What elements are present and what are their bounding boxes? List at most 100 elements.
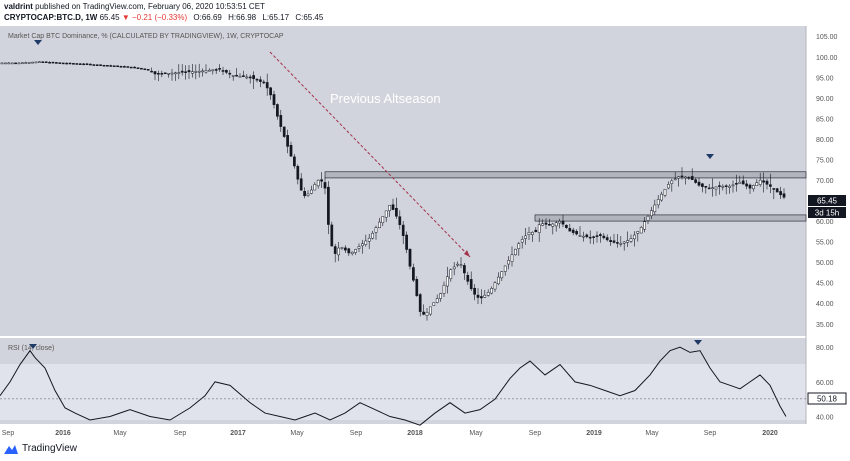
marker-arrow-icon xyxy=(706,154,714,159)
candle-body xyxy=(480,296,483,299)
candle-body xyxy=(340,247,344,249)
x-tick-label: 2017 xyxy=(230,430,246,437)
candle-body xyxy=(697,181,701,186)
candle-body xyxy=(75,63,79,65)
candle-body xyxy=(354,249,357,253)
candle-body xyxy=(422,311,425,315)
candle-body xyxy=(119,66,123,68)
published-text: published on TradingView.com, February 0… xyxy=(35,2,265,11)
candle-body xyxy=(704,185,708,188)
candle-body xyxy=(456,263,459,266)
candle-body xyxy=(582,235,585,238)
candle-body xyxy=(629,238,633,242)
candle-body xyxy=(344,247,347,251)
candle-body xyxy=(123,66,126,68)
candle-body xyxy=(748,184,752,189)
candle-body xyxy=(510,254,514,262)
candle-body xyxy=(595,235,599,237)
down-arrow-icon: ▼ xyxy=(121,13,130,22)
candle-body xyxy=(201,70,204,73)
candle-body xyxy=(415,279,419,296)
x-tick-label: Sep xyxy=(174,430,187,437)
candle-body xyxy=(636,231,640,234)
candle-body xyxy=(439,293,442,299)
candle-body xyxy=(775,188,779,193)
candle-body xyxy=(194,71,198,73)
candle-body xyxy=(707,187,711,190)
candle-body xyxy=(330,224,334,247)
candle-body xyxy=(486,292,490,296)
candle-body xyxy=(405,234,408,250)
candle-body xyxy=(381,216,385,223)
candle-body xyxy=(442,284,446,294)
footer-brand-text: TradingView xyxy=(22,443,78,454)
candle-body xyxy=(408,248,412,267)
zone-0 xyxy=(324,171,807,179)
candle-body xyxy=(367,237,371,242)
zone-1 xyxy=(534,214,807,222)
last-price: 65.45 xyxy=(99,13,120,22)
candle-body xyxy=(174,72,177,75)
candle-body xyxy=(558,220,561,224)
candle-body xyxy=(327,186,330,225)
candle-body xyxy=(514,248,517,256)
candle-body xyxy=(537,224,541,233)
author[interactable]: valdrint xyxy=(4,2,33,11)
candle-body xyxy=(551,223,555,227)
y-tick-label: 60.00 xyxy=(816,219,834,226)
x-tick-label: May xyxy=(290,430,304,437)
y-tick-label: 50.00 xyxy=(816,260,834,267)
y-tick-label: 90.00 xyxy=(816,96,834,103)
candle-body xyxy=(197,70,201,73)
y-tick-label: 70.00 xyxy=(816,178,834,185)
low-value: 65.17 xyxy=(269,13,290,22)
y-tick-label: 40.00 xyxy=(816,301,834,308)
candle-body xyxy=(432,302,436,306)
marker-arrow-icon xyxy=(34,40,42,45)
candle-body xyxy=(112,65,116,67)
candle-body xyxy=(765,180,769,185)
chart-area[interactable]: Market Cap BTC Dominance, % (CALCULATED … xyxy=(0,26,850,440)
candle-body xyxy=(55,62,58,64)
candle-body xyxy=(214,69,218,71)
candle-body xyxy=(395,207,398,217)
x-tick-label: Sep xyxy=(704,430,717,437)
candle-body xyxy=(520,239,524,243)
candle-body xyxy=(738,181,742,184)
marker-arrow-icon xyxy=(29,344,37,349)
candle-body xyxy=(99,64,102,66)
candle-body xyxy=(497,276,500,285)
candle-body xyxy=(204,70,208,73)
main-title: Market Cap BTC Dominance, % (CALCULATED … xyxy=(8,33,284,40)
candle-body xyxy=(259,79,262,82)
footer-brand[interactable]: TradingView xyxy=(4,443,77,454)
candle-body xyxy=(779,191,782,196)
candle-body xyxy=(469,279,473,290)
candle-body xyxy=(160,73,164,75)
candle-body xyxy=(571,229,575,233)
candle-body xyxy=(218,68,221,70)
x-tick-label: 2018 xyxy=(407,430,423,437)
candle-body xyxy=(626,240,629,243)
x-tick-label: May xyxy=(469,430,483,437)
rsi-y-tick-label: 80.00 xyxy=(816,345,834,352)
candle-body xyxy=(401,224,405,236)
candle-body xyxy=(316,179,320,187)
candle-body xyxy=(157,73,160,75)
candle-body xyxy=(136,67,140,69)
candle-body xyxy=(459,264,463,266)
candle-body xyxy=(211,69,215,72)
candle-body xyxy=(320,179,323,182)
candle-body xyxy=(449,269,453,279)
candle-body xyxy=(38,61,41,63)
candle-body xyxy=(51,61,55,64)
countdown-tag: 3d 15h xyxy=(808,207,846,218)
candle-body xyxy=(269,87,272,96)
rsi-title: RSI (14, close) xyxy=(8,345,54,352)
candle-body xyxy=(337,247,340,256)
close-label: C: xyxy=(295,13,304,22)
candle-body xyxy=(711,187,714,189)
candle-body xyxy=(78,63,82,65)
candle-body xyxy=(670,180,674,184)
candle-body xyxy=(418,294,422,312)
